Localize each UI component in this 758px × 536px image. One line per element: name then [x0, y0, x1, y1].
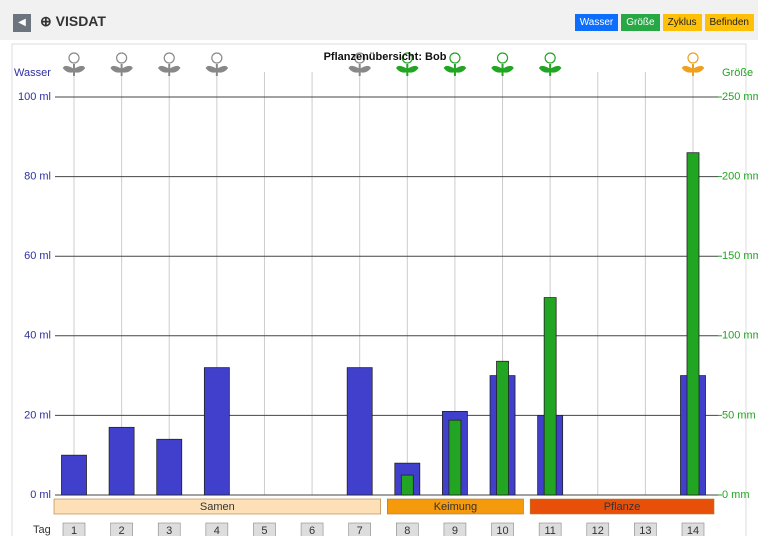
- y-tick-label: 100 ml: [18, 91, 51, 103]
- day-box: [300, 522, 324, 536]
- x-tick-label: 14: [687, 525, 699, 536]
- mood-icon-head: [687, 52, 699, 64]
- x-tick-label: 9: [452, 525, 458, 536]
- y-tick-label: 0 ml: [30, 489, 51, 501]
- bar: [496, 360, 509, 496]
- plant-icon: [443, 64, 467, 76]
- day-box: [586, 522, 610, 536]
- day-box: [396, 522, 419, 536]
- mood-icon-head: [544, 52, 556, 64]
- phase-label: Keimung: [434, 501, 477, 513]
- x-tick-label: 6: [309, 525, 315, 536]
- y2-tick-label: 100 mm: [722, 330, 758, 342]
- chart-title: Pflanzenübersicht: Bob: [324, 51, 447, 63]
- day-box: [491, 522, 514, 536]
- x-axis-label: Tag: [33, 524, 51, 536]
- app-logo: ⊕ VISDAT: [40, 13, 106, 29]
- plant-icon: [681, 64, 705, 76]
- day-box: [253, 522, 276, 536]
- bar: [61, 454, 87, 496]
- x-tick-label: 2: [119, 525, 125, 536]
- header: ◀ ⊕ VISDAT Wasser Größe Zyklus Befinden: [0, 0, 758, 40]
- x-tick-label: 8: [404, 525, 410, 536]
- y2-tick-label: 0 mm: [722, 489, 750, 501]
- back-button[interactable]: ◀: [13, 14, 31, 32]
- plant-icon: [205, 64, 229, 76]
- phase-label: Samen: [200, 501, 235, 513]
- x-tick-label: 3: [166, 525, 172, 536]
- mood-icon-head: [496, 52, 509, 64]
- plant-icon: [396, 64, 419, 76]
- day-box: [62, 522, 86, 536]
- day-box: [157, 522, 181, 536]
- nav-button[interactable]: Größe: [621, 14, 660, 31]
- y-tick-label: 40 ml: [24, 330, 51, 342]
- y-tick-label: 80 ml: [24, 171, 51, 183]
- day-box: [538, 522, 562, 536]
- y2-tick-label: 50 mm: [722, 409, 756, 421]
- mood-icon-head: [354, 52, 366, 64]
- x-tick-label: 1: [71, 525, 77, 536]
- mood-icon-head: [449, 52, 461, 64]
- bar: [108, 426, 135, 496]
- mood-icon-head: [116, 52, 128, 64]
- y2-axis-label: Größe: [722, 67, 753, 79]
- nav-button[interactable]: Befinden: [704, 14, 754, 31]
- day-box: [348, 522, 371, 536]
- x-tick-label: 7: [357, 525, 363, 536]
- x-tick-label: 13: [639, 525, 651, 536]
- plant-icon: [348, 64, 371, 76]
- plant-icon: [538, 64, 562, 76]
- y2-tick-label: 150 mm: [722, 250, 758, 262]
- mood-icon-head: [68, 52, 80, 64]
- bar: [346, 367, 373, 496]
- plant-icon: [62, 64, 86, 76]
- plant-icon: [157, 64, 181, 76]
- x-tick-label: 4: [214, 525, 220, 536]
- mood-icon-head: [401, 52, 413, 64]
- bar: [400, 474, 414, 496]
- nav-button[interactable]: Wasser: [574, 14, 619, 31]
- plant-icon: [491, 64, 514, 76]
- phase-label: Pflanze: [604, 501, 641, 513]
- day-box: [634, 522, 657, 536]
- bar: [203, 367, 230, 496]
- x-tick-label: 5: [261, 525, 267, 536]
- y-tick-label: 20 ml: [24, 409, 51, 421]
- y2-tick-label: 200 mm: [722, 171, 758, 183]
- x-tick-label: 11: [544, 525, 555, 536]
- y-axis-label: Wasser: [14, 67, 51, 79]
- y2-tick-label: 250 mm: [722, 91, 758, 103]
- nav-button[interactable]: Zyklus: [662, 14, 702, 31]
- mood-icon-head: [211, 52, 223, 64]
- button-group: Wasser Größe Zyklus Befinden: [574, 14, 754, 31]
- day-box: [681, 522, 705, 536]
- bar: [156, 438, 183, 496]
- x-tick-label: 10: [496, 525, 508, 536]
- phase-band: [387, 498, 524, 515]
- day-box: [205, 522, 229, 536]
- bar: [543, 297, 557, 496]
- mood-icon-head: [163, 52, 175, 64]
- day-box: [443, 522, 467, 536]
- x-tick-label: 12: [592, 525, 604, 536]
- plant-icon: [110, 64, 133, 76]
- app-name: VISDAT: [55, 13, 106, 29]
- bar: [686, 152, 700, 496]
- day-box: [110, 522, 133, 536]
- bar: [448, 419, 462, 496]
- phase-band: [53, 498, 381, 515]
- phase-band: [529, 498, 715, 515]
- y-tick-label: 60 ml: [24, 250, 51, 262]
